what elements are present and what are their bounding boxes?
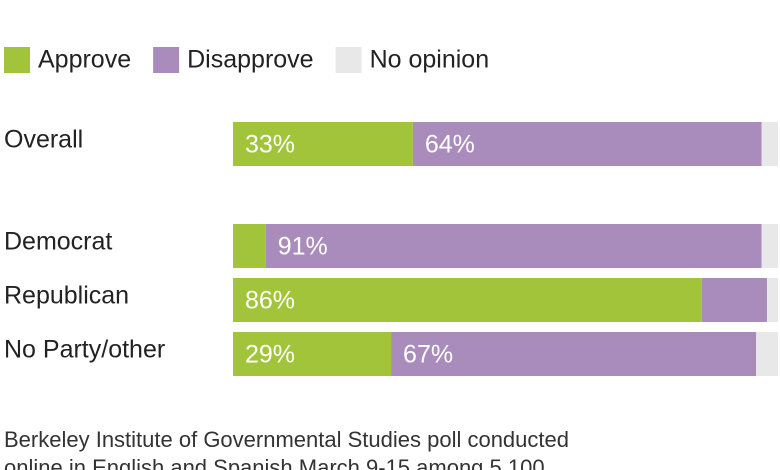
legend-swatch [4, 47, 30, 73]
value-label: 29% [245, 341, 295, 369]
category-label: Republican [4, 282, 129, 310]
category-label: Overall [4, 126, 83, 154]
note: Berkeley Institute of Governmental Studi… [4, 427, 569, 452]
bar-segment [701, 278, 768, 322]
bar-segment [761, 224, 778, 268]
note: online in English and Spanish March 9-15… [4, 455, 545, 470]
value-label: 86% [245, 287, 295, 315]
bar-segment [767, 278, 778, 322]
value-label: 67% [403, 341, 453, 369]
legend-label: Approve [38, 46, 131, 74]
bar-segment [233, 332, 392, 376]
value-label: 64% [425, 131, 475, 159]
value-label: 91% [278, 233, 328, 261]
value-label: 33% [245, 131, 295, 159]
bar-segment [761, 122, 778, 166]
bar-segment [233, 224, 266, 268]
legend-label: No opinion [370, 46, 490, 74]
bar-segment [756, 332, 778, 376]
bar-segment [233, 122, 413, 166]
bar-segment [412, 122, 762, 166]
category-label: Democrat [4, 228, 112, 256]
legend-label: Disapprove [187, 46, 313, 74]
bar-segment [233, 278, 702, 322]
legend-swatch [335, 47, 362, 73]
bar-segment [265, 224, 762, 268]
bar-segment [391, 332, 757, 376]
legend-swatch [153, 47, 180, 73]
category-label: No Party/other [4, 336, 165, 364]
